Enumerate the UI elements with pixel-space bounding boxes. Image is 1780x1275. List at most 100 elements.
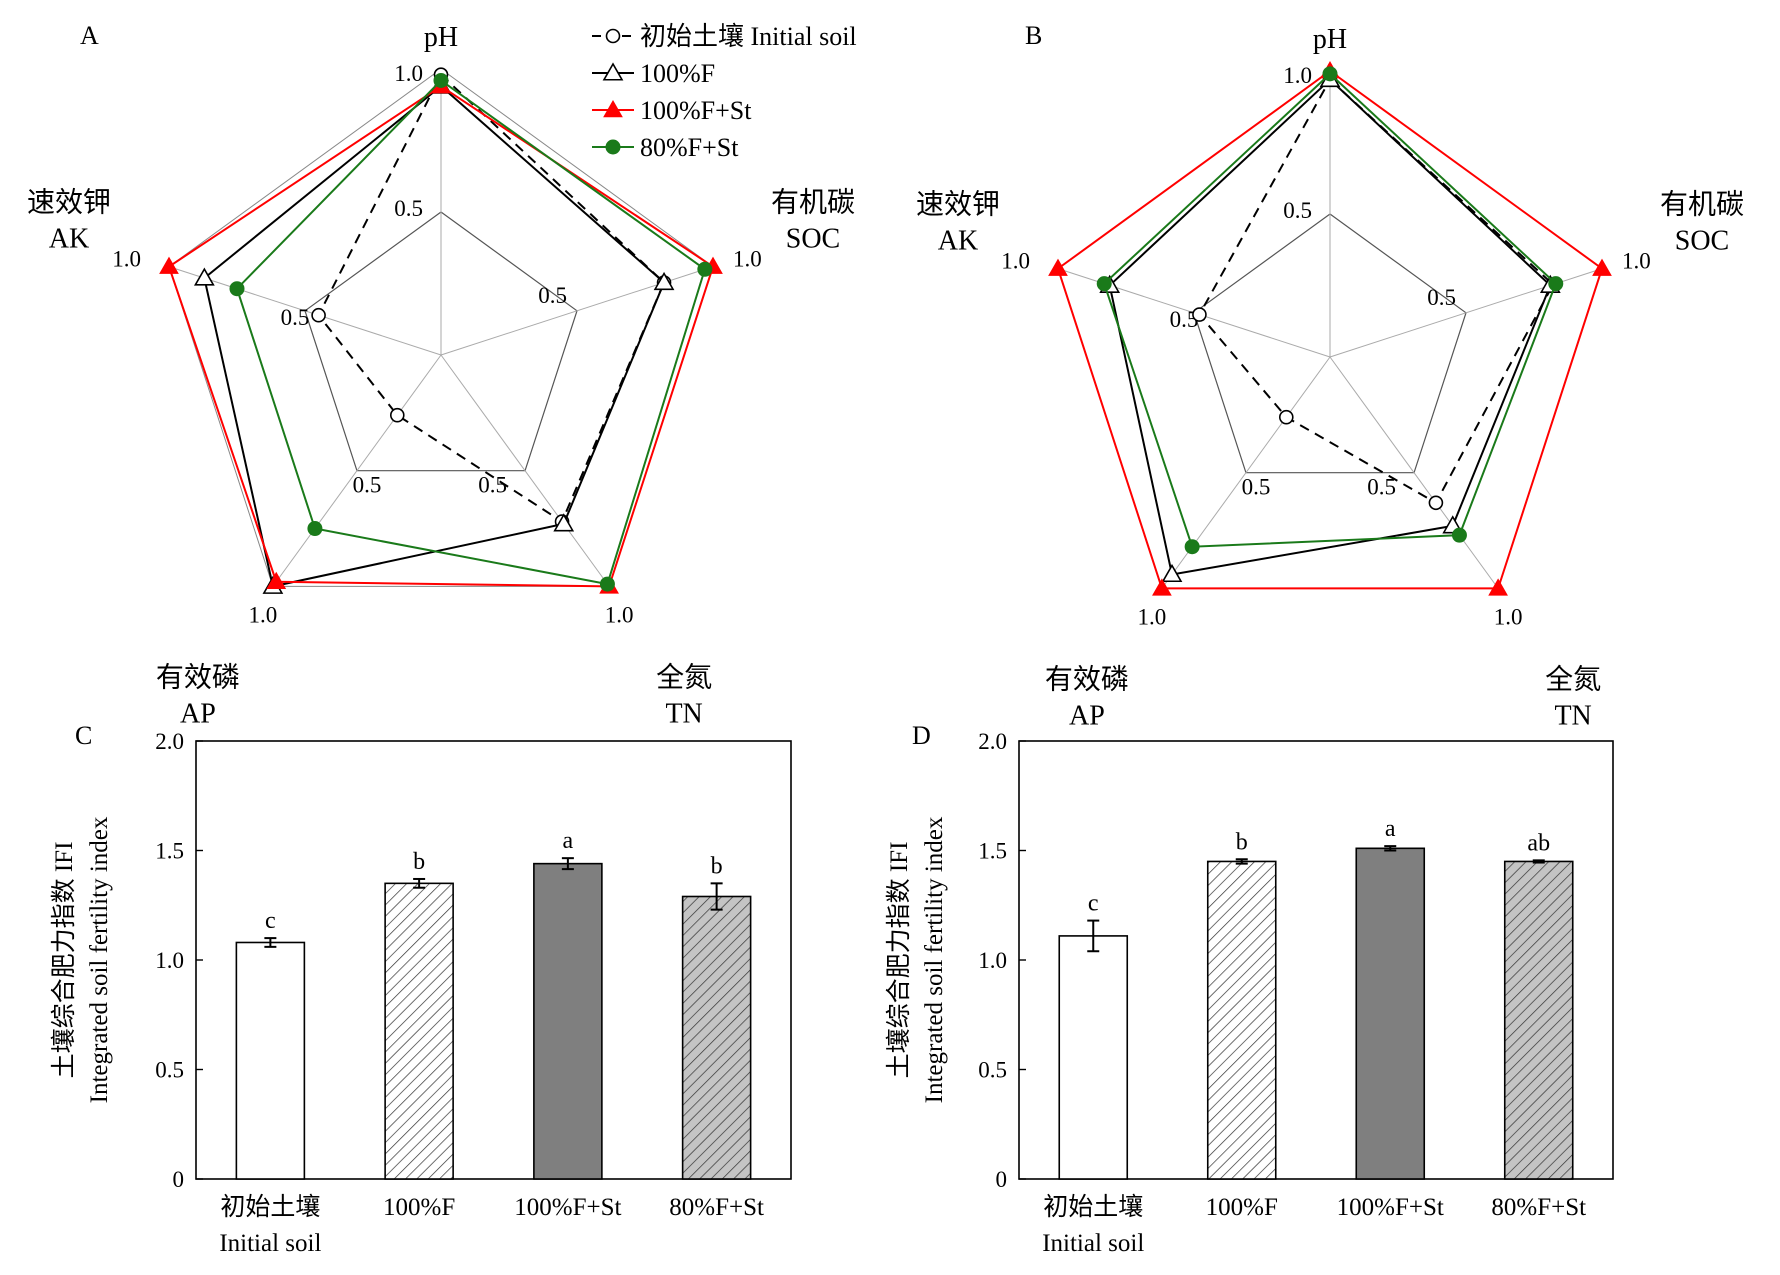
radar-tick-max-2: 1.0 [605, 602, 634, 627]
radar-point-f80st-0 [1322, 66, 1338, 82]
bar-1 [1206, 860, 1277, 1180]
radar-chart-b: B0.51.00.51.00.51.00.51.00.51.0pH有机碳SOC全… [916, 21, 1744, 731]
category-label-en-2: 100%F+St [514, 1194, 621, 1221]
radar-axis-label-cn-1: 有机碳 [771, 187, 855, 219]
radar-axis-label-cn-2: 全氮 [1545, 663, 1601, 695]
radar-point-f80st-4 [229, 281, 245, 297]
bar-chart-c: C 0 0.5 1.0 1.5 2.0 土壤综合肥力指数 IFI Integrated soi… [50, 721, 792, 1257]
category-label-en-3: 80%F+St [669, 1194, 764, 1221]
radar-point-f80st-2 [1451, 527, 1467, 543]
legend-label-f100st: 100%F+St [640, 96, 752, 125]
radar-point-f100st-3 [266, 571, 287, 590]
radar-series-f80st [235, 79, 707, 586]
radar-tick-mid-4: 0.5 [281, 305, 310, 330]
radar-point-f80st-1 [697, 261, 713, 277]
radar-tick-mid-1: 0.5 [1427, 285, 1456, 310]
radar-spoke-4 [168, 266, 442, 356]
panel-letter: A [80, 21, 99, 50]
radar-point-f100st-4 [1048, 258, 1068, 276]
radar-axis-label-cn-3: 有效磷 [156, 661, 240, 693]
radar-point-f80st-1 [1548, 276, 1564, 292]
legend-label-initial: 初始土壤 Initial soil [640, 22, 857, 51]
radar-axis-label-en-0: pH [1313, 24, 1347, 55]
category-label-en-0: Initial soil [1042, 1230, 1144, 1257]
bar-chart-d: D 0 0.5 1.0 1.5 2.0 土壤综合肥力指数 IFI Integrated soi… [885, 721, 1614, 1257]
bar-2 [533, 862, 603, 1180]
radar-spoke-3 [272, 354, 442, 587]
radar-point-f100-2 [553, 513, 575, 532]
radar-tick-max-4: 1.0 [112, 247, 141, 272]
radar-point-f80st-3 [1184, 539, 1200, 555]
radar-spoke-2 [440, 354, 610, 587]
category-label-en-1: 100%F [1206, 1194, 1278, 1221]
y-tick-label: 1.5 [155, 839, 184, 864]
radar-point-initial-4 [311, 307, 326, 323]
radar-tick-max-1: 1.0 [733, 247, 762, 272]
radar-spoke-1 [440, 266, 714, 356]
radar-point-f80st-2 [599, 576, 615, 592]
radar-axis-label-cn-3: 有效磷 [1045, 663, 1129, 695]
radar-series-initial [1198, 77, 1555, 505]
radar-series-f80st [1103, 72, 1557, 548]
significance-letter-2: a [1385, 816, 1396, 842]
radar-series-f100st [1056, 69, 1604, 590]
legend-marker-f100 [602, 62, 624, 81]
radar-tick-max-0: 1.0 [1283, 63, 1312, 88]
radar-grid-0 [304, 211, 578, 472]
legend-marker-initial [605, 28, 621, 44]
significance-letter-0: c [1088, 891, 1099, 917]
radar-point-f100st-2 [1488, 578, 1508, 596]
radar-point-initial-2 [1428, 495, 1444, 511]
legend: 初始土壤 Initial soil 100%F 100%F+St 80%F+St [592, 22, 857, 162]
y-tick-label: 1.5 [978, 839, 1007, 864]
radar-point-f100st-3 [1152, 578, 1172, 596]
y-tick-label: 2.0 [978, 729, 1007, 754]
radar-axis-label-cn-4: 速效钾 [916, 189, 1000, 221]
radar-tick-max-1: 1.0 [1622, 249, 1651, 274]
y-tick-label: 1.0 [155, 948, 184, 973]
radar-point-initial-3 [389, 407, 405, 423]
radar-tick-mid-0: 0.5 [394, 196, 423, 221]
radar-tick-max-3: 1.0 [1138, 604, 1167, 629]
significance-letter-2: a [563, 828, 574, 854]
radar-tick-mid-3: 0.5 [353, 473, 382, 498]
radar-axis-label-en-0: pH [424, 22, 458, 53]
y-tick-label: 0.5 [978, 1058, 1007, 1083]
radar-axis-label-cn-1: 有机碳 [1660, 189, 1744, 221]
bar-0 [235, 941, 306, 1180]
category-label-cn-0: 初始土壤 [220, 1193, 320, 1221]
radar-axis-label-en-3: AP [180, 698, 216, 729]
radar-point-f100st-4 [159, 256, 179, 274]
radar-point-f100-4 [193, 267, 215, 286]
y-axis-label-en: Integrated soil fertility index [86, 816, 113, 1103]
radar-spoke-2 [1329, 356, 1499, 589]
radar-grid-0 [1193, 213, 1467, 474]
y-tick-label: 0 [996, 1167, 1008, 1192]
legend-label-f80st: 80%F+St [640, 133, 739, 162]
radar-tick-max-4: 1.0 [1001, 249, 1030, 274]
radar-series-f100 [1108, 78, 1552, 576]
radar-axis-label-en-2: TN [665, 698, 702, 729]
y-axis-label-cn: 土壤综合肥力指数 IFI [885, 842, 913, 1079]
panel-letter: B [1025, 21, 1042, 50]
category-label-en-0: Initial soil [219, 1230, 321, 1257]
radar-tick-mid-1: 0.5 [538, 283, 567, 308]
radar-tick-mid-3: 0.5 [1242, 475, 1271, 500]
panel-letter: C [75, 721, 92, 750]
radar-axis-label-en-4: AK [49, 224, 89, 255]
legend-marker-f100st [603, 99, 623, 118]
radar-series-f100 [203, 84, 666, 588]
radar-point-f80st-3 [307, 521, 323, 537]
radar-axis-label-cn-4: 速效钾 [27, 187, 111, 219]
y-tick-label: 2.0 [155, 729, 184, 754]
y-tick-label: 0.5 [155, 1058, 184, 1083]
y-axis-label-cn: 土壤综合肥力指数 IFI [50, 842, 78, 1079]
radar-point-f100-1 [653, 271, 675, 291]
radar-axis-label-cn-2: 全氮 [656, 661, 712, 693]
radar-point-f100-3 [1161, 563, 1183, 583]
category-label-en-2: 100%F+St [1337, 1194, 1444, 1221]
radar-tick-max-2: 1.0 [1494, 604, 1523, 629]
radar-axis-label-en-1: SOC [1675, 226, 1729, 257]
significance-letter-1: b [413, 849, 425, 875]
radar-axis-label-en-3: AP [1069, 700, 1105, 731]
